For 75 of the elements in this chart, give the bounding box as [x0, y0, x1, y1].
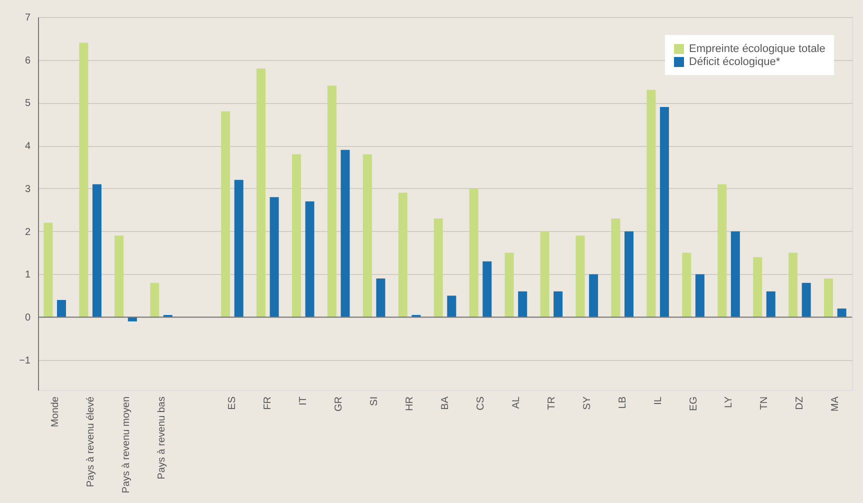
bar [624, 231, 634, 318]
bar [447, 296, 456, 318]
bar [327, 86, 336, 318]
bar [611, 218, 620, 318]
x-tick-label: IT [298, 396, 310, 406]
bar [128, 317, 137, 322]
bar [504, 252, 514, 318]
y-tick-label: 3 [24, 184, 31, 195]
bar [482, 261, 492, 318]
bar [660, 107, 669, 318]
bar [234, 180, 244, 318]
y-tick-label: 0 [24, 312, 31, 324]
bar [540, 231, 550, 318]
x-tick-label: TR [546, 396, 558, 410]
x-tick-label: MA [830, 396, 842, 412]
x-tick-label: Pays à revenu élevé [85, 396, 96, 488]
bar [57, 300, 66, 318]
x-tick-label: EG [688, 396, 700, 411]
bar [718, 184, 727, 318]
x-tick-label: GR [334, 396, 345, 412]
bar [788, 252, 798, 318]
bar [695, 274, 704, 318]
bar [44, 222, 53, 318]
bar [682, 252, 692, 318]
bar [469, 188, 478, 318]
bar [340, 150, 350, 318]
y-tick-label: 2 [24, 226, 31, 238]
bar [824, 278, 833, 318]
bar [270, 197, 279, 318]
bar [362, 154, 372, 318]
bar [766, 291, 776, 318]
bar [150, 282, 160, 318]
bar [79, 42, 88, 318]
bar [576, 236, 585, 318]
x-tick-label: FR [262, 396, 274, 410]
y-tick-label: 6 [24, 55, 31, 66]
x-tick-label: SI [369, 396, 380, 406]
bar [221, 111, 230, 318]
x-tick-label: Monde [50, 396, 61, 428]
bar [554, 291, 563, 318]
bar [730, 231, 740, 318]
legend-label: Déficit écologique* [689, 56, 781, 68]
bar [589, 274, 598, 318]
x-tick-label: DZ [794, 396, 806, 410]
x-tick-label: AL [510, 396, 522, 409]
x-tick-label: Pays à revenu moyen [120, 396, 132, 494]
y-tick-label: 4 [24, 141, 31, 152]
bar [292, 154, 301, 318]
y-tick-label: −1 [19, 355, 31, 366]
bar [837, 308, 846, 318]
bar [802, 282, 811, 318]
x-tick-label: ES [227, 396, 238, 410]
y-tick-label: 1 [24, 270, 31, 281]
bar [92, 184, 102, 318]
x-tick-label: SY [582, 396, 593, 410]
x-tick-label: CS [475, 396, 486, 410]
bar [305, 201, 314, 318]
y-tick-label: 5 [24, 98, 31, 110]
x-tick-label: BA [440, 396, 451, 410]
bar [434, 218, 443, 318]
bar [114, 236, 124, 318]
x-tick-label: Pays à revenu bas [156, 396, 168, 480]
x-tick-label: LY [724, 396, 735, 408]
y-tick-label: 7 [24, 12, 31, 24]
x-tick-label: HR [404, 396, 416, 411]
legend-label: Empreinte écologique totale [689, 43, 826, 55]
x-tick-label: TN [759, 396, 770, 410]
bar [646, 90, 656, 318]
x-tick-label: LB [617, 396, 628, 409]
bar [398, 192, 408, 318]
bar [256, 68, 266, 318]
bar [518, 291, 528, 318]
bar [753, 257, 762, 318]
bar [376, 278, 386, 318]
x-tick-label: IL [652, 396, 664, 405]
